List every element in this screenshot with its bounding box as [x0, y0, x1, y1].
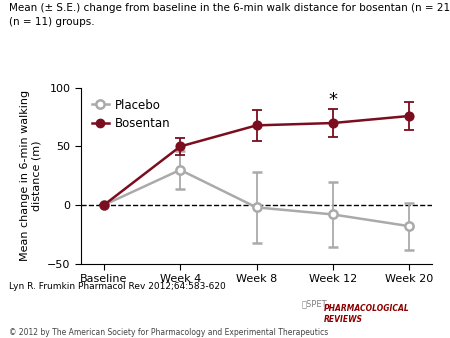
Y-axis label: Mean change in 6-min walking
distance (m): Mean change in 6-min walking distance (m… [20, 90, 42, 261]
Text: © 2012 by The American Society for Pharmacology and Experimental Therapeutics: © 2012 by The American Society for Pharm… [9, 328, 328, 337]
Legend: Placebo, Bosentan: Placebo, Bosentan [87, 94, 176, 135]
Text: PHARMACOLOGICAL
REVIEWS: PHARMACOLOGICAL REVIEWS [324, 304, 410, 323]
Text: Mean (± S.E.) change from baseline in the 6-min walk distance for bosentan (n = : Mean (± S.E.) change from baseline in th… [9, 3, 450, 27]
Text: ⓐSPET: ⓐSPET [302, 299, 327, 308]
Text: *: * [328, 91, 338, 109]
Text: Lyn R. Frumkin Pharmacol Rev 2012;64:583-620: Lyn R. Frumkin Pharmacol Rev 2012;64:583… [9, 282, 226, 291]
